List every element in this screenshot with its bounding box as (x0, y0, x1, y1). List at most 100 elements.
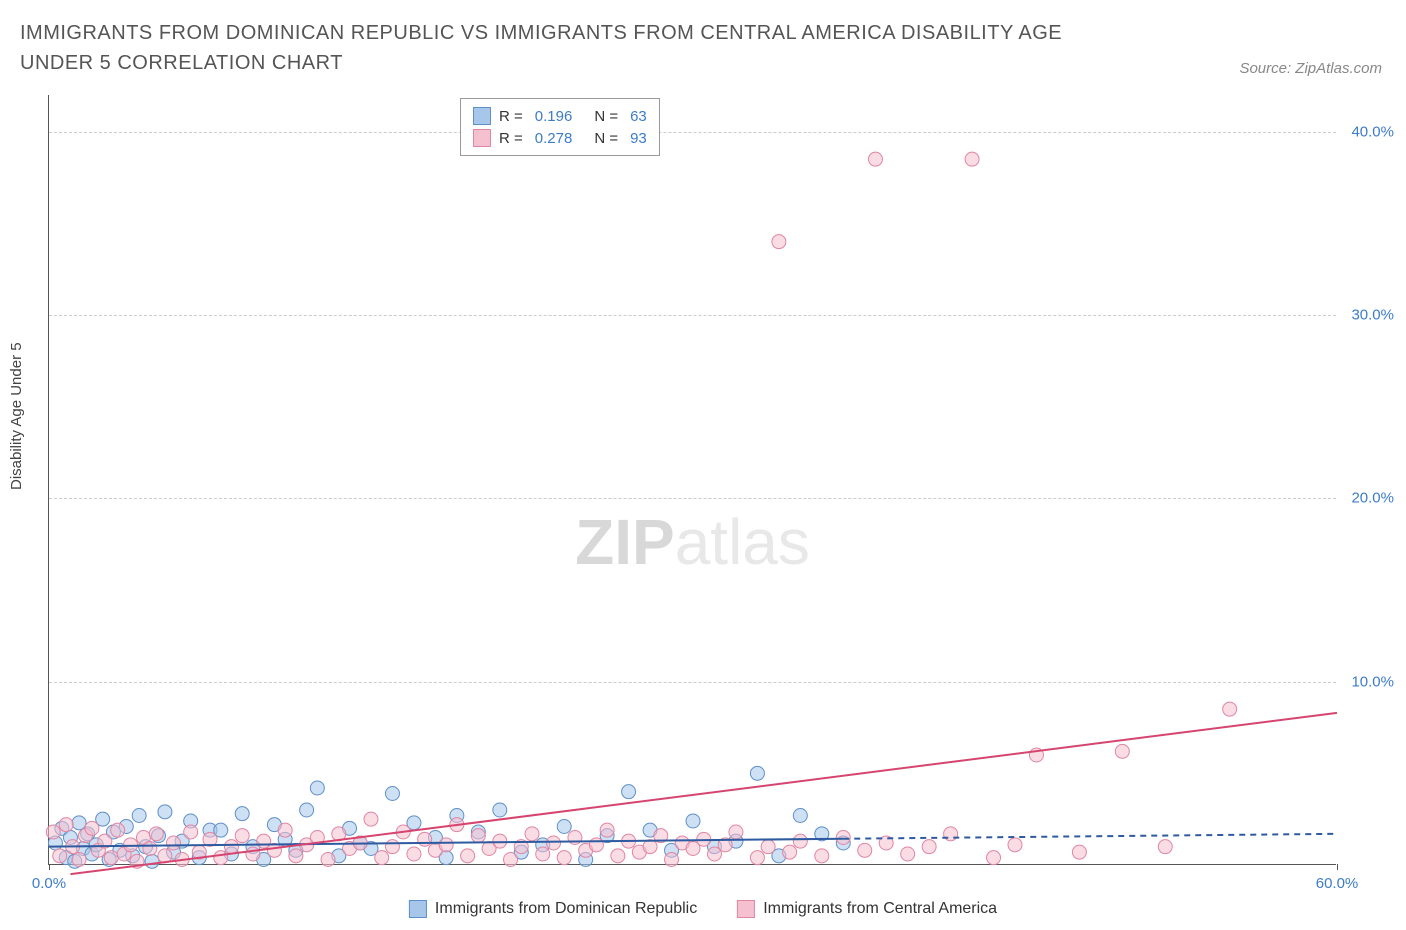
scatter-point (321, 853, 335, 867)
scatter-point (167, 836, 181, 850)
trend-line-dashed (843, 834, 1337, 839)
legend-swatch (473, 129, 491, 147)
x-tick-mark (1337, 864, 1338, 870)
grid-line (49, 682, 1336, 683)
y-tick-label: 40.0% (1351, 123, 1394, 140)
scatter-point (815, 849, 829, 863)
scatter-point (461, 849, 475, 863)
scatter-point (246, 847, 260, 861)
legend-stat-row: R = 0.278 N = 93 (473, 127, 647, 149)
scatter-point (1072, 845, 1086, 859)
y-tick-label: 30.0% (1351, 307, 1394, 324)
scatter-point (793, 834, 807, 848)
scatter-point (111, 823, 125, 837)
scatter-point (375, 851, 389, 865)
scatter-point (557, 820, 571, 834)
scatter-point (525, 827, 539, 841)
legend-series-label: Immigrants from Central America (763, 900, 997, 918)
scatter-point (364, 812, 378, 826)
scatter-point (1115, 744, 1129, 758)
scatter-point (72, 853, 86, 867)
grid-line (49, 132, 1336, 133)
scatter-point (235, 829, 249, 843)
scatter-point (1223, 702, 1237, 716)
trend-line (70, 713, 1337, 874)
legend-series: Immigrants from Dominican Republic Immigr… (409, 900, 997, 918)
legend-n-value: 93 (630, 130, 647, 147)
source-label: Source: ZipAtlas.com (1239, 60, 1382, 77)
scatter-point (750, 851, 764, 865)
scatter-point (1008, 838, 1022, 852)
scatter-point (557, 851, 571, 865)
legend-r-value: 0.278 (535, 130, 573, 147)
scatter-point (665, 853, 679, 867)
scatter-point (132, 809, 146, 823)
scatter-point (439, 838, 453, 852)
scatter-point (750, 766, 764, 780)
scatter-point (493, 803, 507, 817)
scatter-point (944, 827, 958, 841)
legend-stat-row: R = 0.196 N = 63 (473, 105, 647, 127)
scatter-point (772, 235, 786, 249)
scatter-point (761, 840, 775, 854)
scatter-point (836, 831, 850, 845)
legend-r-label: R = (499, 130, 523, 147)
legend-r-label: R = (499, 108, 523, 125)
plot-area: ZIPatlas 10.0%20.0%30.0%40.0%0.0%60.0% (48, 95, 1336, 865)
legend-series-item: Immigrants from Dominican Republic (409, 900, 697, 918)
scatter-point (793, 809, 807, 823)
scatter-point (214, 851, 228, 865)
scatter-point (278, 823, 292, 837)
y-tick-label: 20.0% (1351, 490, 1394, 507)
legend-swatch (473, 107, 491, 125)
scatter-point (901, 847, 915, 861)
scatter-point (407, 847, 421, 861)
scatter-point (643, 840, 657, 854)
scatter-point (310, 781, 324, 795)
scatter-point (783, 845, 797, 859)
scatter-point (922, 840, 936, 854)
scatter-point (965, 152, 979, 166)
scatter-point (145, 854, 159, 868)
grid-line (49, 315, 1336, 316)
scatter-point (868, 152, 882, 166)
legend-series-item: Immigrants from Central America (737, 900, 997, 918)
legend-swatch (409, 900, 427, 918)
scatter-point (300, 803, 314, 817)
legend-n-label: N = (594, 130, 618, 147)
x-tick-mark (49, 864, 50, 870)
legend-series-label: Immigrants from Dominican Republic (435, 900, 697, 918)
scatter-point (104, 851, 118, 865)
scatter-point (59, 818, 73, 832)
chart-svg (49, 95, 1336, 864)
scatter-point (546, 836, 560, 850)
legend-stats: R = 0.196 N = 63 R = 0.278 N = 93 (460, 98, 660, 156)
scatter-point (385, 840, 399, 854)
scatter-point (611, 849, 625, 863)
scatter-point (504, 853, 518, 867)
scatter-point (224, 840, 238, 854)
scatter-point (471, 829, 485, 843)
chart-title: IMMIGRANTS FROM DOMINICAN REPUBLIC VS IM… (20, 18, 1140, 78)
scatter-point (418, 832, 432, 846)
scatter-point (149, 827, 163, 841)
legend-n-value: 63 (630, 108, 647, 125)
scatter-point (987, 851, 1001, 865)
scatter-point (589, 838, 603, 852)
y-tick-label: 10.0% (1351, 673, 1394, 690)
scatter-point (622, 785, 636, 799)
scatter-point (235, 807, 249, 821)
scatter-point (53, 849, 67, 863)
scatter-point (85, 821, 99, 835)
scatter-point (184, 825, 198, 839)
legend-r-value: 0.196 (535, 108, 573, 125)
scatter-point (158, 805, 172, 819)
legend-n-label: N = (594, 108, 618, 125)
scatter-point (46, 825, 60, 839)
scatter-point (289, 849, 303, 863)
scatter-point (729, 825, 743, 839)
scatter-point (385, 787, 399, 801)
scatter-point (536, 847, 550, 861)
scatter-point (1158, 840, 1172, 854)
legend-swatch (737, 900, 755, 918)
